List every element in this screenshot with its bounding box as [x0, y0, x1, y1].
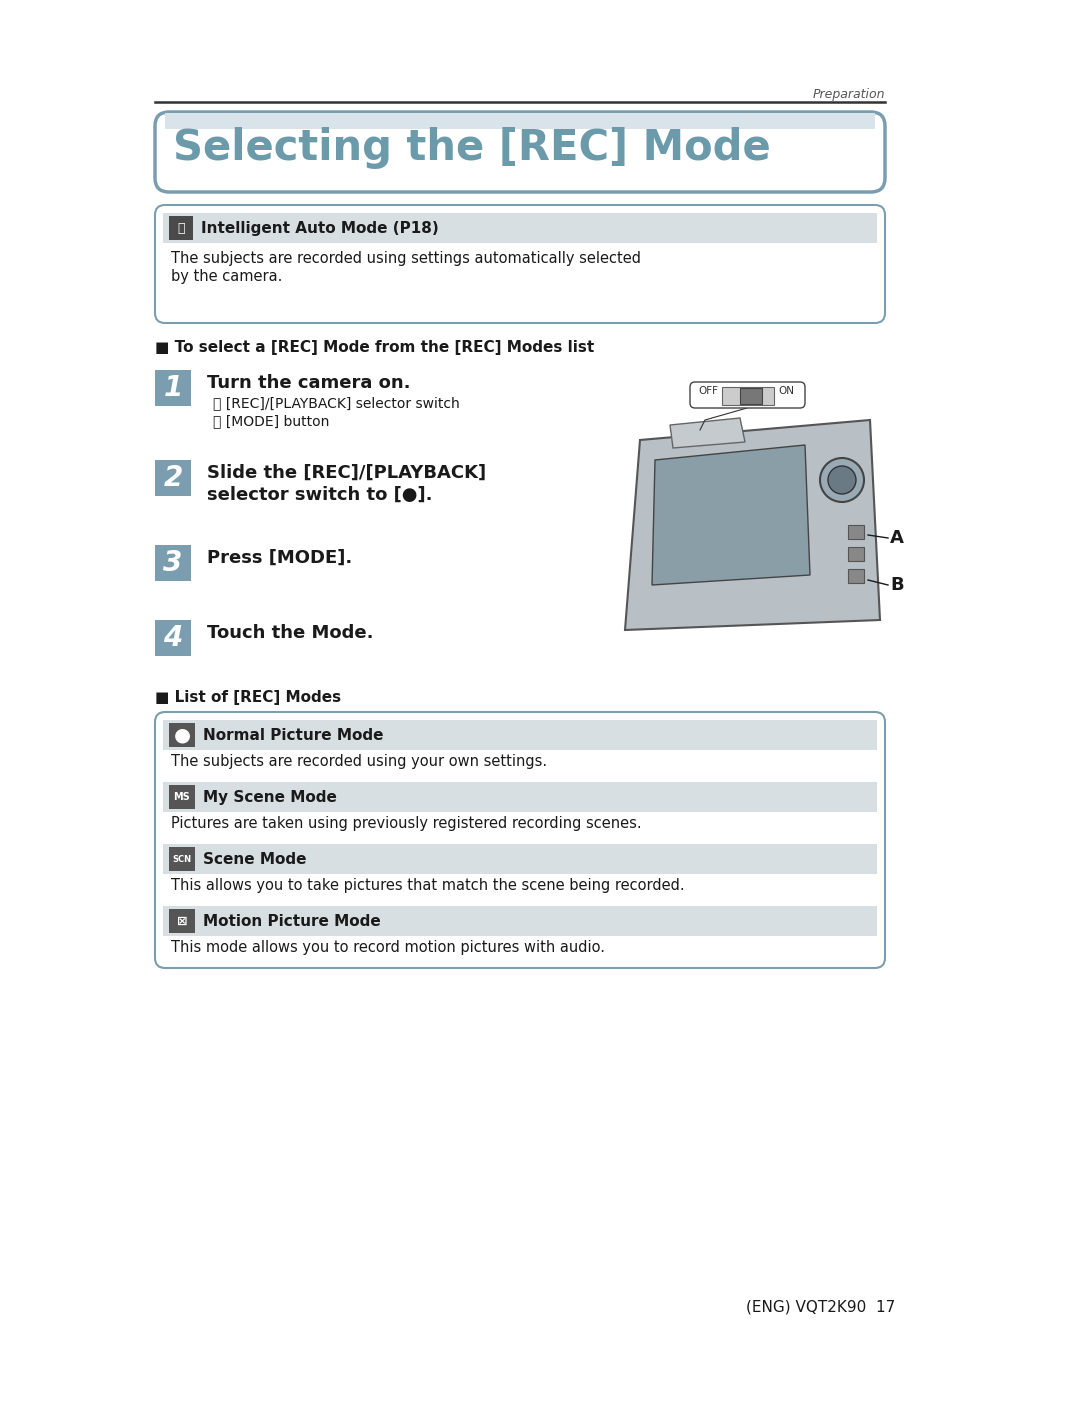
- Bar: [848, 525, 864, 539]
- FancyBboxPatch shape: [690, 382, 805, 409]
- Text: ON: ON: [778, 386, 794, 396]
- Bar: [163, 214, 877, 243]
- Text: ●: ●: [174, 725, 190, 745]
- Text: My Scene Mode: My Scene Mode: [203, 790, 337, 805]
- Bar: [168, 723, 195, 747]
- Bar: [163, 906, 877, 936]
- Text: 3: 3: [163, 549, 183, 577]
- Bar: [163, 720, 877, 749]
- FancyBboxPatch shape: [156, 112, 885, 192]
- Text: 1: 1: [163, 373, 183, 402]
- Text: ■ List of [REC] Modes: ■ List of [REC] Modes: [156, 690, 341, 706]
- Text: Press [MODE].: Press [MODE].: [207, 549, 352, 567]
- Text: Ⓑ [MODE] button: Ⓑ [MODE] button: [213, 414, 329, 428]
- Bar: [156, 370, 191, 406]
- Text: This mode allows you to record motion pictures with audio.: This mode allows you to record motion pi…: [171, 940, 605, 954]
- Circle shape: [828, 467, 856, 493]
- Bar: [723, 387, 774, 404]
- Text: Selecting the [REC] Mode: Selecting the [REC] Mode: [173, 127, 771, 170]
- Text: This allows you to take pictures that match the scene being recorded.: This allows you to take pictures that ma…: [171, 878, 685, 894]
- Bar: [168, 909, 195, 933]
- Circle shape: [820, 458, 864, 502]
- Text: Pictures are taken using previously registered recording scenes.: Pictures are taken using previously regi…: [171, 816, 642, 831]
- Text: selector switch to [●].: selector switch to [●].: [207, 486, 432, 503]
- Bar: [740, 387, 762, 404]
- Text: by the camera.: by the camera.: [171, 269, 282, 284]
- Text: OFF: OFF: [698, 386, 718, 396]
- FancyBboxPatch shape: [156, 713, 885, 969]
- Bar: [163, 782, 877, 812]
- Polygon shape: [652, 445, 810, 585]
- Text: ■ To select a [REC] Mode from the [REC] Modes list: ■ To select a [REC] Mode from the [REC] …: [156, 339, 594, 355]
- Text: MS: MS: [174, 792, 190, 802]
- Bar: [168, 216, 193, 240]
- Text: Ⓐ [REC]/[PLAYBACK] selector switch: Ⓐ [REC]/[PLAYBACK] selector switch: [213, 396, 460, 410]
- Bar: [168, 785, 195, 809]
- Text: ⊠: ⊠: [177, 915, 187, 928]
- Text: Motion Picture Mode: Motion Picture Mode: [203, 913, 381, 929]
- Bar: [156, 619, 191, 656]
- FancyBboxPatch shape: [156, 205, 885, 322]
- Text: Preparation: Preparation: [812, 88, 885, 100]
- Text: Touch the Mode.: Touch the Mode.: [207, 624, 374, 642]
- Bar: [156, 460, 191, 496]
- Bar: [163, 844, 877, 874]
- Polygon shape: [625, 420, 880, 631]
- Text: A: A: [890, 529, 904, 547]
- Text: Slide the [REC]/[PLAYBACK]: Slide the [REC]/[PLAYBACK]: [207, 464, 486, 482]
- Text: B: B: [890, 575, 904, 594]
- Text: SCN: SCN: [173, 854, 191, 864]
- Bar: [848, 568, 864, 583]
- Bar: [848, 547, 864, 561]
- Text: Normal Picture Mode: Normal Picture Mode: [203, 728, 383, 742]
- Text: ⛷: ⛷: [177, 222, 185, 235]
- Bar: [165, 113, 875, 129]
- Text: 4: 4: [163, 624, 183, 652]
- Text: The subjects are recorded using your own settings.: The subjects are recorded using your own…: [171, 754, 548, 769]
- Text: The subjects are recorded using settings automatically selected: The subjects are recorded using settings…: [171, 252, 642, 266]
- Bar: [156, 544, 191, 581]
- Text: (ENG) VQT2K90  17: (ENG) VQT2K90 17: [746, 1299, 895, 1314]
- Text: 2: 2: [163, 464, 183, 492]
- Bar: [168, 847, 195, 871]
- Text: Scene Mode: Scene Mode: [203, 853, 307, 867]
- Polygon shape: [670, 419, 745, 448]
- Text: Intelligent Auto Mode (P18): Intelligent Auto Mode (P18): [201, 221, 438, 236]
- Text: Turn the camera on.: Turn the camera on.: [207, 373, 410, 392]
